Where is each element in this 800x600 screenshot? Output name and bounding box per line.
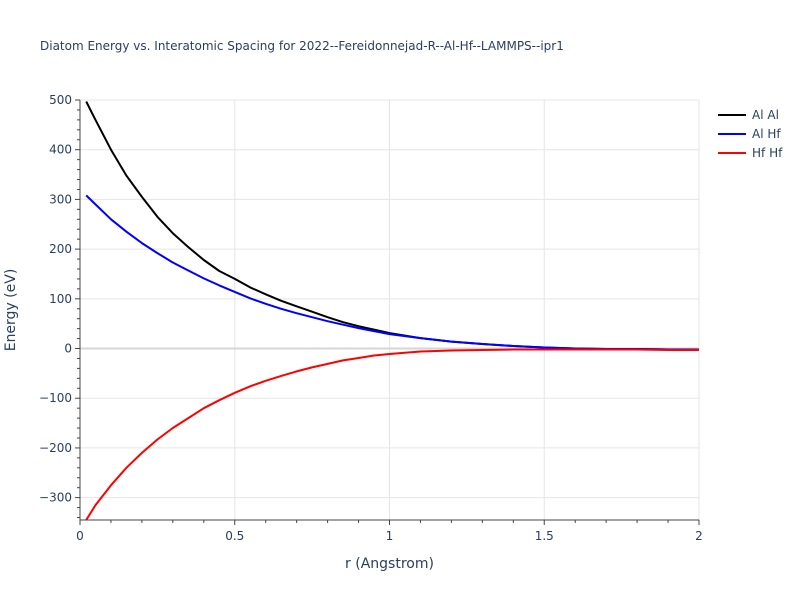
y-tick-label: 400	[49, 143, 72, 157]
series-line-1[interactable]	[85, 194, 699, 351]
x-tick-label: 0.5	[225, 529, 244, 543]
legend-label: Al Al	[752, 108, 779, 122]
y-tick-label: 500	[49, 93, 72, 107]
legend-label: Al Hf	[752, 127, 781, 141]
legend-item[interactable]: Al Hf	[718, 127, 781, 141]
y-tick-label: −100	[39, 391, 72, 405]
x-tick-label: 0	[76, 529, 84, 543]
y-tick-label: 100	[49, 292, 72, 306]
legend-item[interactable]: Al Al	[718, 108, 779, 122]
axes-group	[75, 99, 700, 525]
series-group	[85, 101, 699, 521]
legend-label: Hf Hf	[752, 146, 783, 160]
x-tick-label: 1.5	[535, 529, 554, 543]
series-line-2[interactable]	[85, 348, 699, 521]
y-tick-labels: −300 −200 −100 0 100 200 300 400 500	[39, 93, 72, 505]
legend-item[interactable]: Hf Hf	[718, 146, 783, 160]
grid	[80, 99, 700, 520]
x-tick-label: 1	[386, 529, 394, 543]
x-tick-labels: 0 0.5 1 1.5 2	[76, 529, 703, 543]
y-tick-label: −200	[39, 441, 72, 455]
y-tick-label: −300	[39, 491, 72, 505]
chart-title: Diatom Energy vs. Interatomic Spacing fo…	[40, 39, 564, 53]
y-tick-label: 300	[49, 192, 72, 206]
x-tick-label: 2	[695, 529, 703, 543]
y-tick-label: 200	[49, 242, 72, 256]
legend[interactable]: Al Al Al Hf Hf Hf	[718, 108, 783, 160]
y-axis-title: Energy (eV)	[3, 269, 19, 352]
y-tick-label: 0	[64, 342, 72, 356]
x-axis-title: r (Angstrom)	[345, 556, 434, 572]
